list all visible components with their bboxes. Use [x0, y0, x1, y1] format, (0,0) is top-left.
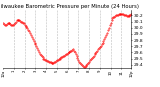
- Title: Milwaukee Barometric Pressure per Minute (24 Hours): Milwaukee Barometric Pressure per Minute…: [0, 4, 139, 9]
